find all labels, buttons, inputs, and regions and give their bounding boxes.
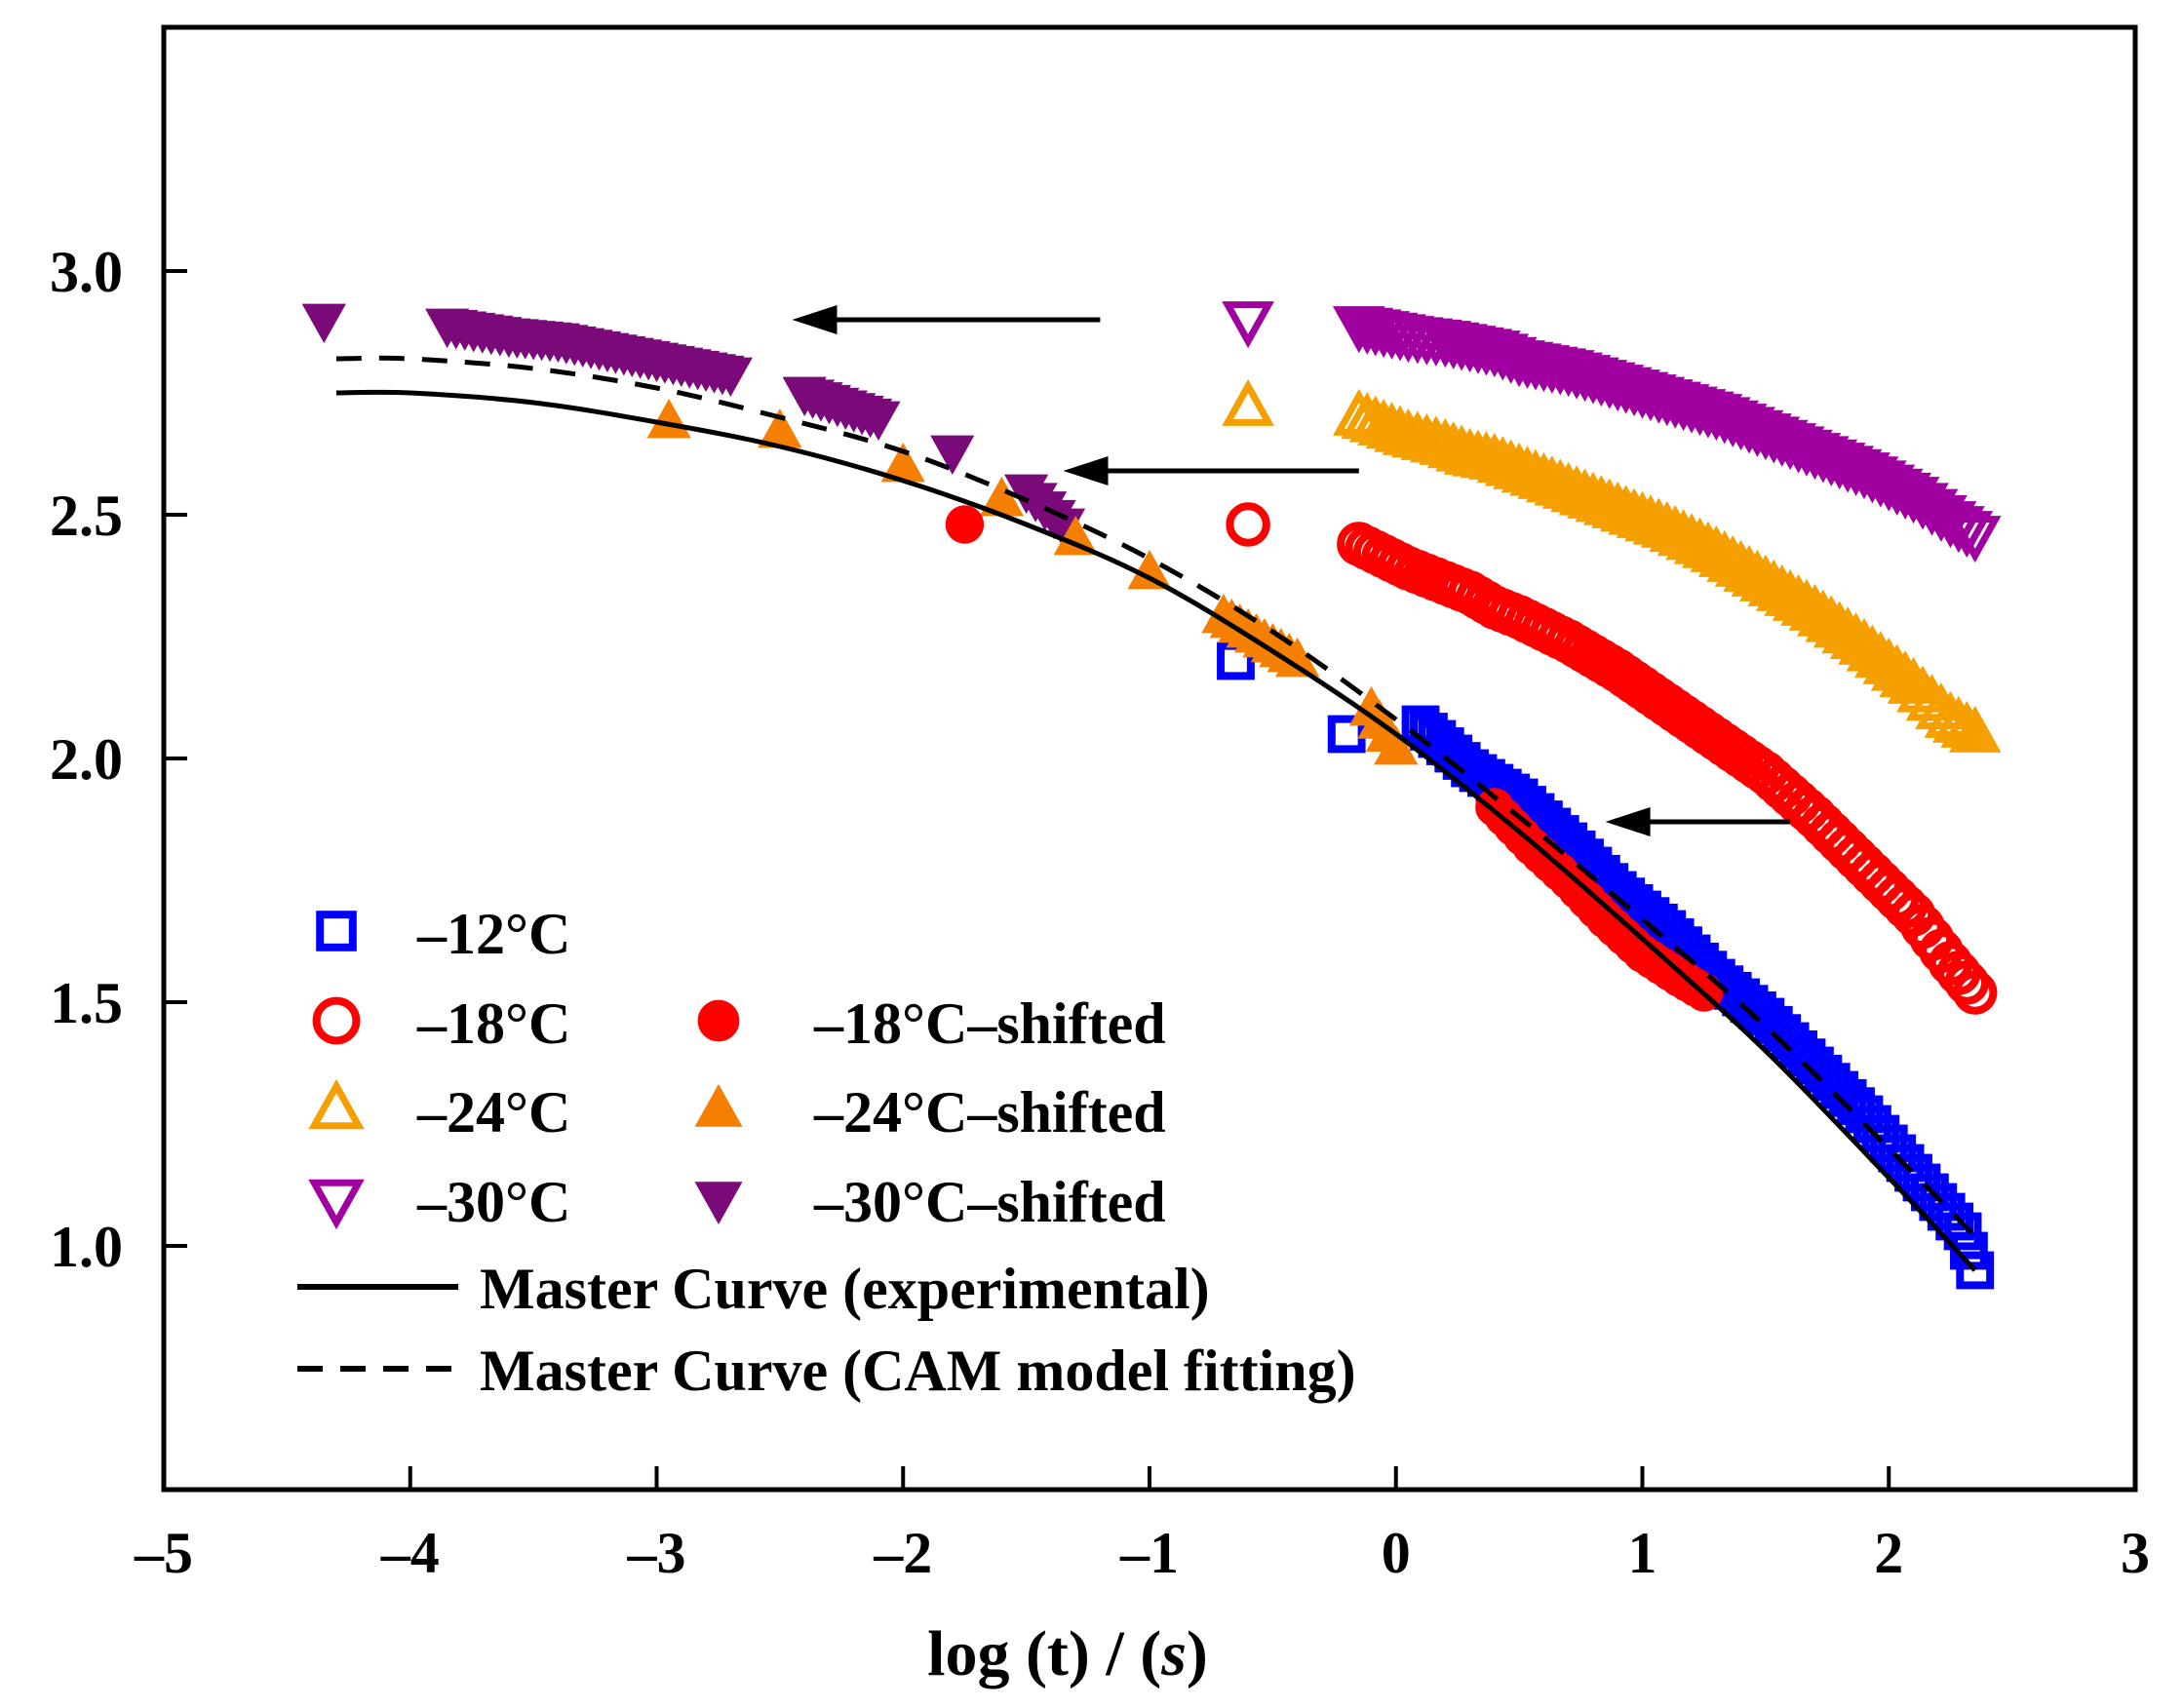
series-1 — [1226, 502, 1998, 1015]
y-tick-label: 1.0 — [50, 1215, 123, 1279]
legend-label-minus12: –12°C — [416, 902, 570, 966]
data-point — [1948, 705, 2002, 753]
legend-marker — [308, 1078, 365, 1130]
data-point — [1222, 378, 1274, 426]
data-point — [1915, 682, 1968, 730]
data-point — [856, 401, 901, 442]
legend-marker — [694, 1182, 743, 1225]
data-point — [1127, 549, 1172, 590]
legend-marker-shape — [694, 1083, 743, 1127]
data-point — [1940, 511, 1994, 559]
y-tick-label: 1.5 — [50, 971, 123, 1035]
legend-label-minus24: –24°C — [416, 1080, 570, 1145]
series-2 — [1222, 378, 2002, 753]
legend-marker — [694, 1083, 743, 1127]
legend: –12°C –18°C –24°C –30°C –18°C–shifted –2… — [297, 902, 1356, 1403]
legend-entry-minus18-shifted: –18°C–shifted — [697, 991, 1166, 1056]
legend-entry-minus30: –30°C — [308, 1170, 570, 1234]
data-point — [1053, 515, 1098, 556]
data-point — [1887, 656, 1940, 704]
data-point — [708, 357, 753, 398]
master-curve-experimental — [335, 389, 1977, 1272]
series-3 — [1222, 301, 2002, 563]
legend-label-minus18: –18°C — [416, 991, 570, 1056]
legend-marker-shape — [316, 911, 357, 951]
y-tick-label: 3.0 — [50, 240, 123, 304]
legend-label-minus30-shifted: –30°C–shifted — [813, 1170, 1166, 1234]
legend-entry-master-experimental: Master Curve (experimental) — [297, 1257, 1210, 1321]
data-point — [1226, 502, 1270, 547]
series-0 — [1217, 641, 1995, 1290]
data-point — [1940, 700, 1994, 748]
shift-arrows — [792, 305, 1791, 836]
master-curves — [335, 355, 1977, 1272]
shift-arrow-head — [1605, 807, 1651, 836]
shift-arrow-head — [1063, 456, 1109, 485]
legend-marker — [308, 1179, 365, 1230]
data-points — [301, 301, 2002, 1290]
data-point — [1948, 516, 2002, 563]
x-tick-label: 0 — [1382, 1521, 1411, 1585]
data-point — [945, 505, 985, 544]
x-tick-label: –3 — [627, 1521, 686, 1585]
series-5 — [646, 398, 1419, 765]
legend-entry-minus24: –24°C — [308, 1078, 570, 1145]
master-curve-cam — [335, 355, 1977, 1238]
data-point — [1896, 665, 1949, 713]
y-tick-label: 2.0 — [50, 727, 123, 792]
plot-frame — [161, 24, 2138, 1493]
y-tick-label: 2.5 — [50, 484, 123, 548]
data-point — [930, 435, 975, 476]
series-6 — [301, 303, 1086, 549]
legend-marker-shape — [308, 1078, 365, 1130]
x-tick-label: –1 — [1119, 1521, 1179, 1585]
legend-marker-shape — [697, 999, 740, 1042]
data-point — [301, 303, 346, 344]
legend-entry-minus24-shifted: –24°C–shifted — [694, 1080, 1166, 1145]
tick-labels: –5 –4 –3 –2 –1 0 1 2 3 1.0 1.5 2.0 2.5 3.0 — [50, 240, 2150, 1585]
data-point — [1905, 674, 1959, 721]
legend-marker — [316, 911, 357, 951]
legend-entry-minus18: –18°C — [312, 991, 570, 1056]
data-point — [1943, 1212, 1982, 1251]
data-point — [1374, 724, 1419, 765]
data-point — [1931, 506, 1985, 554]
legend-entry-minus12: –12°C — [316, 902, 570, 966]
legend-label-minus18-shifted: –18°C–shifted — [813, 991, 1166, 1056]
x-tick-label: –5 — [134, 1521, 193, 1585]
legend-marker-shape — [694, 1182, 743, 1225]
data-point — [1879, 650, 1931, 698]
data-point — [1956, 1251, 1995, 1290]
shift-arrow-head — [792, 305, 838, 334]
x-tick-label: 3 — [2121, 1521, 2150, 1585]
x-axis-title: log (t) / (s) — [927, 1618, 1208, 1689]
legend-marker-shape — [308, 1179, 365, 1230]
legend-entry-minus30-shifted: –30°C–shifted — [694, 1170, 1166, 1234]
x-tick-label: 2 — [1874, 1521, 1903, 1585]
data-point — [1222, 301, 1274, 349]
legend-marker — [697, 999, 740, 1042]
x-tick-label: –2 — [873, 1521, 932, 1585]
legend-label-master-cam: Master Curve (CAM model fitting) — [480, 1339, 1356, 1403]
data-point — [1953, 970, 1998, 1015]
data-point — [1944, 960, 1989, 1005]
x-tick-label: –4 — [380, 1521, 440, 1585]
legend-entry-master-cam: Master Curve (CAM model fitting) — [297, 1339, 1356, 1403]
legend-label-minus24-shifted: –24°C–shifted — [813, 1080, 1166, 1145]
legend-label-master-experimental: Master Curve (experimental) — [480, 1257, 1210, 1321]
legend-marker — [312, 996, 361, 1045]
legend-marker-shape — [312, 996, 361, 1045]
x-tick-label: 1 — [1628, 1521, 1657, 1585]
legend-label-minus30: –30°C — [416, 1170, 570, 1234]
